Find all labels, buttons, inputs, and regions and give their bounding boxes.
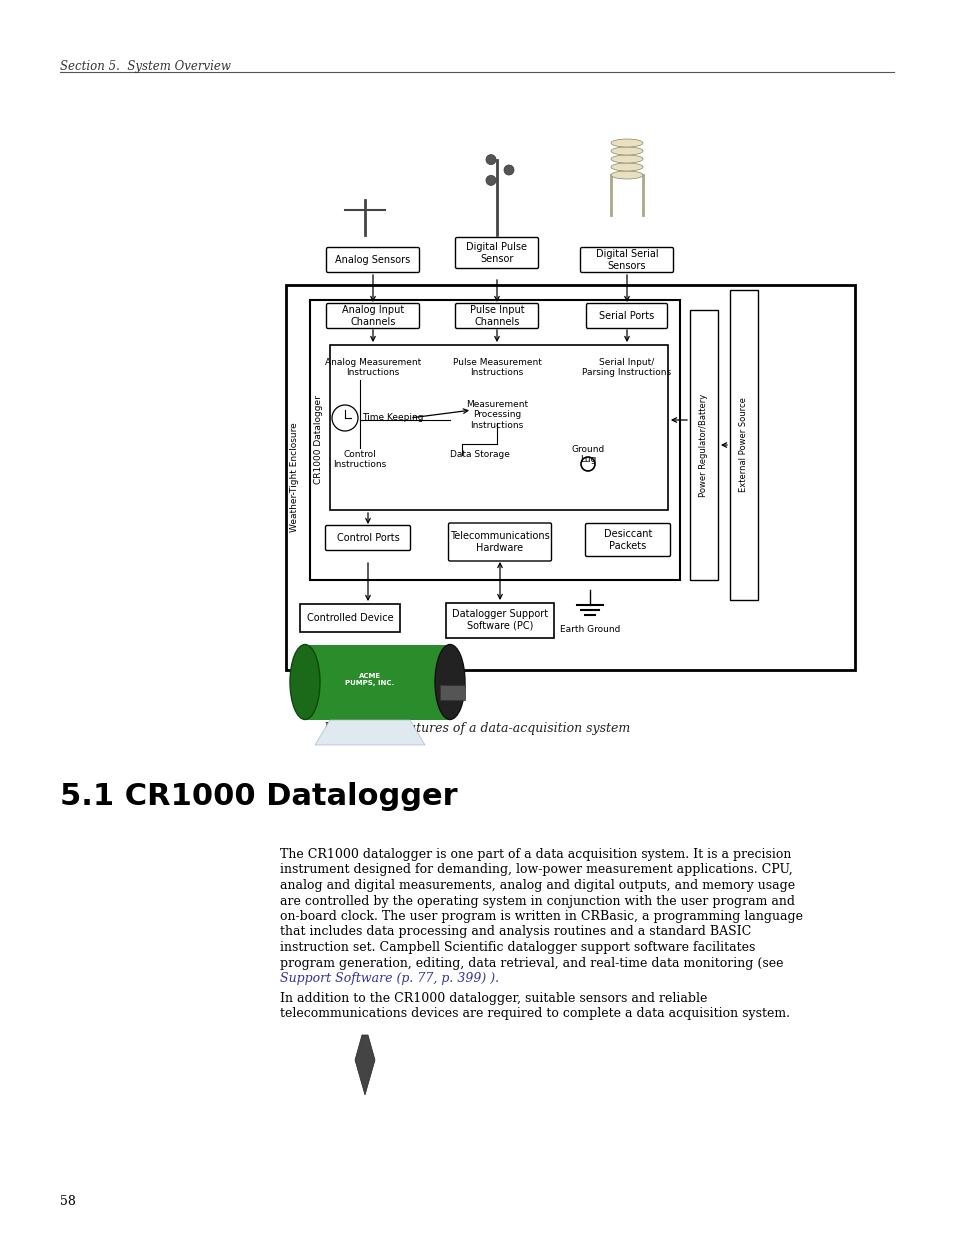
Text: instruction set. Campbell Scientific datalogger support software facilitates: instruction set. Campbell Scientific dat… [280,941,755,953]
Text: Control Ports: Control Ports [336,534,399,543]
Text: instrument designed for demanding, low-power measurement applications. CPU,: instrument designed for demanding, low-p… [280,863,792,877]
Ellipse shape [290,645,319,720]
Text: Section 5.  System Overview: Section 5. System Overview [60,61,231,73]
Text: Pulse Input
Channels: Pulse Input Channels [469,305,524,327]
Text: Measurement
Processing
Instructions: Measurement Processing Instructions [465,400,528,430]
Text: 5.1 CR1000 Datalogger: 5.1 CR1000 Datalogger [60,782,457,811]
Ellipse shape [435,645,464,720]
Bar [286,285,854,671]
Text: Control
Instructions: Control Instructions [333,450,386,469]
Text: Pulse Measurement
Instructions: Pulse Measurement Instructions [452,358,541,378]
Text: are controlled by the operating system in conjunction with the user program and: are controlled by the operating system i… [280,894,794,908]
Bar [689,310,718,580]
Text: Figure 26: Features of a data-acquisition system: Figure 26: Features of a data-acquisitio… [323,722,630,735]
Text: Digital Pulse
Sensor: Digital Pulse Sensor [466,242,527,264]
FancyBboxPatch shape [448,522,551,561]
Circle shape [503,165,514,175]
Text: Analog Input
Channels: Analog Input Channels [341,305,404,327]
Circle shape [485,154,496,164]
FancyBboxPatch shape [455,304,537,329]
Bar [305,645,450,720]
Text: analog and digital measurements, analog and digital outputs, and memory usage: analog and digital measurements, analog … [280,879,794,892]
Ellipse shape [610,156,642,163]
Text: Serial Ports: Serial Ports [598,311,654,321]
Text: Weather-Tight Enclosure: Weather-Tight Enclosure [291,422,299,532]
Text: Telecommunications
Hardware: Telecommunications Hardware [450,531,549,553]
Text: Time Keeping: Time Keeping [361,414,423,422]
Text: on-board clock. The user program is written in CRBasic, a programming language: on-board clock. The user program is writ… [280,910,802,923]
Polygon shape [355,1035,375,1095]
Text: Data Storage: Data Storage [450,450,510,459]
Text: Datalogger Support
Software (PC): Datalogger Support Software (PC) [452,609,547,631]
Bar [729,290,758,600]
Text: Controlled Device: Controlled Device [306,613,393,622]
FancyBboxPatch shape [579,247,673,273]
Text: Analog Measurement
Instructions: Analog Measurement Instructions [325,358,420,378]
Text: The CR1000 datalogger is one part of a data acquisition system. It is a precisio: The CR1000 datalogger is one part of a d… [280,848,791,861]
FancyBboxPatch shape [585,524,670,557]
Text: Digital Serial
Sensors: Digital Serial Sensors [595,249,658,270]
Bar [439,685,464,700]
Text: Analog Sensors: Analog Sensors [335,254,410,266]
Text: 58: 58 [60,1195,76,1208]
Text: External Power Source: External Power Source [739,398,748,493]
Ellipse shape [610,147,642,156]
Text: that includes data processing and analysis routines and a standard BASIC: that includes data processing and analys… [280,925,750,939]
Text: Ground
Lug: Ground Lug [571,445,604,464]
Bar [446,603,554,637]
Polygon shape [314,720,424,745]
Bar [299,604,399,632]
Text: CR1000 Datalogger: CR1000 Datalogger [314,395,323,484]
FancyBboxPatch shape [586,304,667,329]
Text: Desiccant
Packets: Desiccant Packets [603,530,652,551]
Bar [330,345,667,510]
FancyBboxPatch shape [326,247,419,273]
Ellipse shape [610,140,642,147]
Ellipse shape [610,170,642,179]
FancyBboxPatch shape [455,237,537,268]
Text: telecommunications devices are required to complete a data acquisition system.: telecommunications devices are required … [280,1008,789,1020]
Text: program generation, editing, data retrieval, and real-time data monitoring (see: program generation, editing, data retrie… [280,956,782,969]
FancyBboxPatch shape [326,304,419,329]
Circle shape [485,175,496,185]
Text: Serial Input/
Parsing Instructions: Serial Input/ Parsing Instructions [582,358,671,378]
Text: ACME
PUMPS, INC.: ACME PUMPS, INC. [345,673,395,687]
Bar [310,300,679,580]
FancyBboxPatch shape [325,526,410,551]
Ellipse shape [610,163,642,170]
Text: Power Regulator/Battery: Power Regulator/Battery [699,394,708,496]
Text: Support Software (p. 77, p. 399) ).: Support Software (p. 77, p. 399) ). [280,972,498,986]
Text: Earth Ground: Earth Ground [559,625,619,634]
Text: In addition to the CR1000 datalogger, suitable sensors and reliable: In addition to the CR1000 datalogger, su… [280,992,706,1005]
